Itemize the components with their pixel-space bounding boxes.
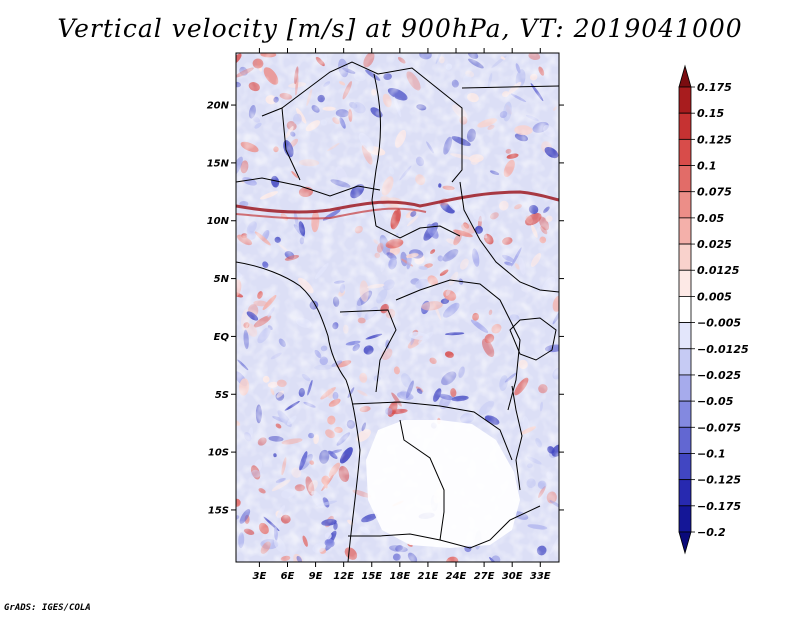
plot-title: Vertical velocity [m/s] at 900hPa, VT: 2…: [57, 14, 743, 43]
colorbar-label: −0.075: [697, 421, 741, 434]
lat-label: 5N: [214, 274, 230, 285]
colorbar-swatch: [678, 269, 692, 297]
colorbar-swatch: [678, 348, 692, 376]
lat-label: 20N: [207, 101, 230, 112]
colorbar-label: 0.125: [697, 133, 732, 146]
colorbar-label: 0.005: [697, 290, 732, 303]
lat-label: 5S: [215, 390, 229, 401]
colorbar-swatch: [678, 505, 692, 533]
colorbar-label: −0.0125: [697, 343, 749, 356]
colorbar-top-arrow: [678, 64, 692, 88]
lon-label: 6E: [281, 571, 295, 582]
colorbar-label: −0.2: [697, 526, 726, 539]
colorbar-label: −0.125: [697, 474, 741, 487]
colorbar-label: 0.05: [697, 212, 724, 225]
colorbar-label: −0.1: [697, 447, 726, 460]
colorbar-swatch: [678, 86, 692, 114]
colorbar-swatch: [678, 138, 692, 166]
colorbar-swatch: [678, 453, 692, 481]
colorbar-swatch: [678, 296, 692, 323]
lat-label: 15N: [207, 158, 230, 169]
lon-label: 24E: [446, 571, 467, 582]
colorbar-swatch: [678, 243, 692, 271]
colorbar-swatch: [678, 191, 692, 219]
colorbar-label: −0.025: [697, 369, 741, 382]
lon-label: 21E: [418, 571, 439, 582]
lon-label: 18E: [389, 571, 410, 582]
colorbar-label: 0.025: [697, 238, 732, 251]
colorbar-swatch: [678, 374, 692, 402]
colorbar-label: −0.175: [697, 500, 741, 513]
colorbar-label: 0.175: [697, 81, 732, 94]
grads-credit: GrADS: IGES/COLA: [4, 603, 91, 613]
lon-label: 9E: [309, 571, 323, 582]
colorbar-label: −0.05: [697, 395, 734, 408]
colorbar-swatch: [678, 322, 692, 350]
colorbar-label: 0.1: [697, 160, 717, 173]
colorbar-label: 0.0125: [697, 264, 740, 277]
colorbar-swatch: [678, 112, 692, 140]
colorbar: 0.175 0.15 0.125 0.1 0.075 0.05 0.025 0.0125 0.0…: [678, 64, 749, 555]
colorbar-label: −0.005: [697, 317, 741, 330]
lon-label: 27E: [474, 571, 495, 582]
colorbar-label: 0.15: [697, 107, 724, 120]
lon-label: 30E: [502, 571, 523, 582]
colorbar-swatch: [678, 165, 692, 193]
colorbar-swatch: [678, 217, 692, 245]
lat-label: 10S: [208, 448, 229, 459]
lon-label: 33E: [530, 571, 551, 582]
colorbar-bottom-arrow: [678, 531, 692, 555]
colorbar-label: 0.075: [697, 186, 732, 199]
colorbar-swatch: [678, 426, 692, 454]
lat-label: 10N: [207, 216, 230, 227]
lat-label: EQ: [214, 332, 230, 343]
colorbar-swatch: [678, 400, 692, 428]
lon-label: 12E: [333, 571, 354, 582]
colorbar-swatch: [678, 479, 692, 507]
lon-label: 3E: [253, 571, 267, 582]
lon-label: 15E: [361, 571, 382, 582]
lat-label: 15S: [208, 505, 229, 516]
velocity-field: [236, 53, 559, 562]
